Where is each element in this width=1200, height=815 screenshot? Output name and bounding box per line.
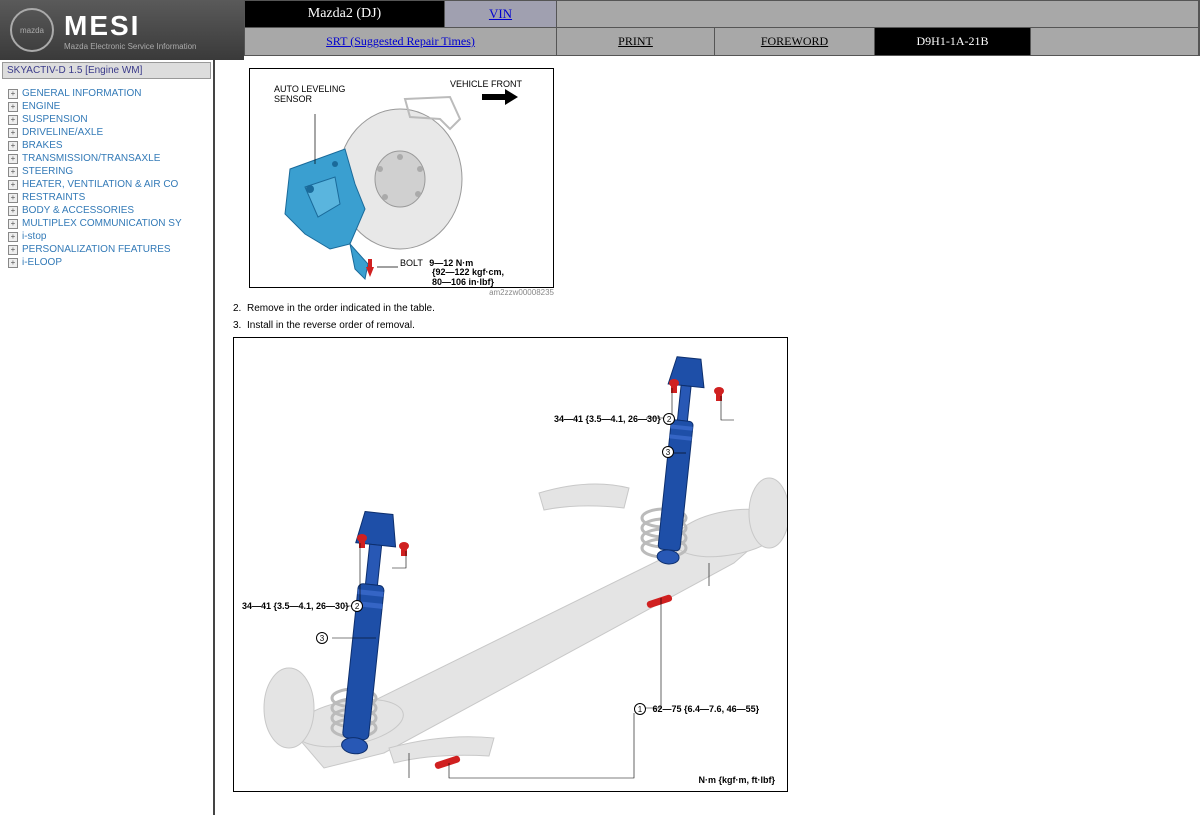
sidebar-item-label: i-ELOOP: [22, 257, 62, 268]
expand-icon[interactable]: +: [8, 141, 18, 151]
sidebar-item[interactable]: + BODY & ACCESSORIES: [8, 204, 213, 217]
foreword-link[interactable]: FOREWORD: [761, 34, 828, 49]
expand-icon[interactable]: +: [8, 89, 18, 99]
sidebar-item-label: PERSONALIZATION FEATURES: [22, 244, 171, 255]
nav-list: + GENERAL INFORMATION + ENGINE + SUSPENSION + D…: [0, 81, 213, 269]
expand-icon[interactable]: +: [8, 193, 18, 203]
sidebar: SKYACTIV-D 1.5 [Engine WM] + GENERAL INFO…: [0, 60, 215, 815]
srt-link[interactable]: SRT (Suggested Repair Times): [326, 34, 475, 49]
sidebar-item[interactable]: + TRANSMISSION/TRANSAXLE: [8, 152, 213, 165]
sidebar-item[interactable]: + SUSPENSION: [8, 113, 213, 126]
expand-icon[interactable]: +: [8, 232, 18, 242]
expand-icon[interactable]: +: [8, 245, 18, 255]
sidebar-item[interactable]: + STEERING: [8, 165, 213, 178]
brand-subtitle: Mazda Electronic Service Information: [64, 42, 197, 51]
sidebar-item[interactable]: + PERSONALIZATION FEATURES: [8, 243, 213, 256]
step-2: 2.Remove in the order indicated in the t…: [233, 303, 1184, 314]
expand-icon[interactable]: +: [8, 128, 18, 138]
brand-header: mazda MESI Mazda Electronic Service Info…: [0, 0, 244, 60]
fig1-front-label: VEHICLE FRONT: [450, 79, 522, 89]
sidebar-item-label: GENERAL INFORMATION: [22, 88, 141, 99]
tab-foreword[interactable]: FOREWORD: [715, 28, 875, 55]
fig1-torque-3: 80—106 in·lbf}: [432, 277, 494, 287]
expand-icon[interactable]: +: [8, 258, 18, 268]
fig2-callout-2r: 2: [663, 413, 675, 425]
sidebar-item[interactable]: + HEATER, VENTILATION & AIR CO: [8, 178, 213, 191]
sidebar-item[interactable]: + DRIVELINE/AXLE: [8, 126, 213, 139]
tab-print[interactable]: PRINT: [557, 28, 715, 55]
sidebar-item[interactable]: + BRAKES: [8, 139, 213, 152]
tab-model: Mazda2 (DJ): [245, 1, 445, 27]
fig2-torque-a-right: 34—41 {3.5—4.1, 26—30}: [554, 414, 661, 424]
tab-doc-code: D9H1-1A-21B: [875, 28, 1031, 55]
sidebar-item-label: SUSPENSION: [22, 114, 88, 125]
fig1-sensor-label-2: SENSOR: [274, 94, 312, 104]
mazda-logo-icon: mazda: [10, 8, 54, 52]
sidebar-item-label: RESTRAINTS: [22, 192, 85, 203]
fig2-callout-1: 1: [634, 703, 646, 715]
fig2-torque-b: 62—75 {6.4—7.6, 46—55}: [653, 704, 760, 714]
expand-icon[interactable]: +: [8, 154, 18, 164]
brand-main: MESI: [64, 10, 197, 42]
fig2-callout-2l: 2: [351, 600, 363, 612]
tab-srt[interactable]: SRT (Suggested Repair Times): [245, 28, 557, 55]
expand-icon[interactable]: +: [8, 206, 18, 216]
figure-1: AUTO LEVELING SENSOR VEHICLE FRONT BOLT …: [249, 68, 554, 288]
expand-icon[interactable]: +: [8, 102, 18, 112]
fig2-callout-3r: 3: [662, 446, 674, 458]
sidebar-item-label: BODY & ACCESSORIES: [22, 205, 134, 216]
step-3: 3.Install in the reverse order of remova…: [233, 320, 1184, 331]
sidebar-item[interactable]: + RESTRAINTS: [8, 191, 213, 204]
sidebar-item-label: ENGINE: [22, 101, 60, 112]
expand-icon[interactable]: +: [8, 115, 18, 125]
tab-spacer-2: [1031, 28, 1199, 55]
fig1-bolt-label: BOLT: [400, 258, 423, 268]
figure-1-code: am2zzw00008235: [249, 288, 554, 297]
tab-vin[interactable]: VIN: [445, 1, 557, 27]
sidebar-item-label: HEATER, VENTILATION & AIR CO: [22, 179, 178, 190]
expand-icon[interactable]: +: [8, 219, 18, 229]
sidebar-item[interactable]: + i-stop: [8, 230, 213, 243]
sidebar-item[interactable]: + i-ELOOP: [8, 256, 213, 269]
sidebar-item-label: TRANSMISSION/TRANSAXLE: [22, 153, 160, 164]
sidebar-item-label: BRAKES: [22, 140, 63, 151]
expand-icon[interactable]: +: [8, 180, 18, 190]
sidebar-item-label: MULTIPLEX COMMUNICATION SY: [22, 218, 182, 229]
figure-2: 34—41 {3.5—4.1, 26—30} 2 3 34—41 {3.5—4.…: [233, 337, 788, 792]
fig1-sensor-label-1: AUTO LEVELING: [274, 84, 345, 94]
content-area: AUTO LEVELING SENSOR VEHICLE FRONT BOLT …: [215, 60, 1200, 815]
fig2-torque-a-left: 34—41 {3.5—4.1, 26—30}: [242, 601, 349, 611]
expand-icon[interactable]: +: [8, 167, 18, 177]
fig1-torque-2: {92—122 kgf·cm,: [432, 267, 504, 277]
fig2-callout-3l: 3: [316, 632, 328, 644]
sidebar-item-label: STEERING: [22, 166, 73, 177]
sidebar-item[interactable]: + ENGINE: [8, 100, 213, 113]
top-tabs: Mazda2 (DJ) VIN SRT (Suggested Repair Ti…: [244, 0, 1200, 60]
fig2-unit-note: N·m {kgf·m, ft·lbf}: [699, 775, 776, 785]
sidebar-title[interactable]: SKYACTIV-D 1.5 [Engine WM]: [2, 62, 211, 79]
sidebar-item-label: DRIVELINE/AXLE: [22, 127, 103, 138]
sidebar-item[interactable]: + GENERAL INFORMATION: [8, 87, 213, 100]
sidebar-item[interactable]: + MULTIPLEX COMMUNICATION SY: [8, 217, 213, 230]
sidebar-item-label: i-stop: [22, 231, 46, 242]
print-link[interactable]: PRINT: [618, 34, 653, 49]
tab-spacer: [557, 1, 1199, 27]
vin-link[interactable]: VIN: [489, 6, 512, 22]
